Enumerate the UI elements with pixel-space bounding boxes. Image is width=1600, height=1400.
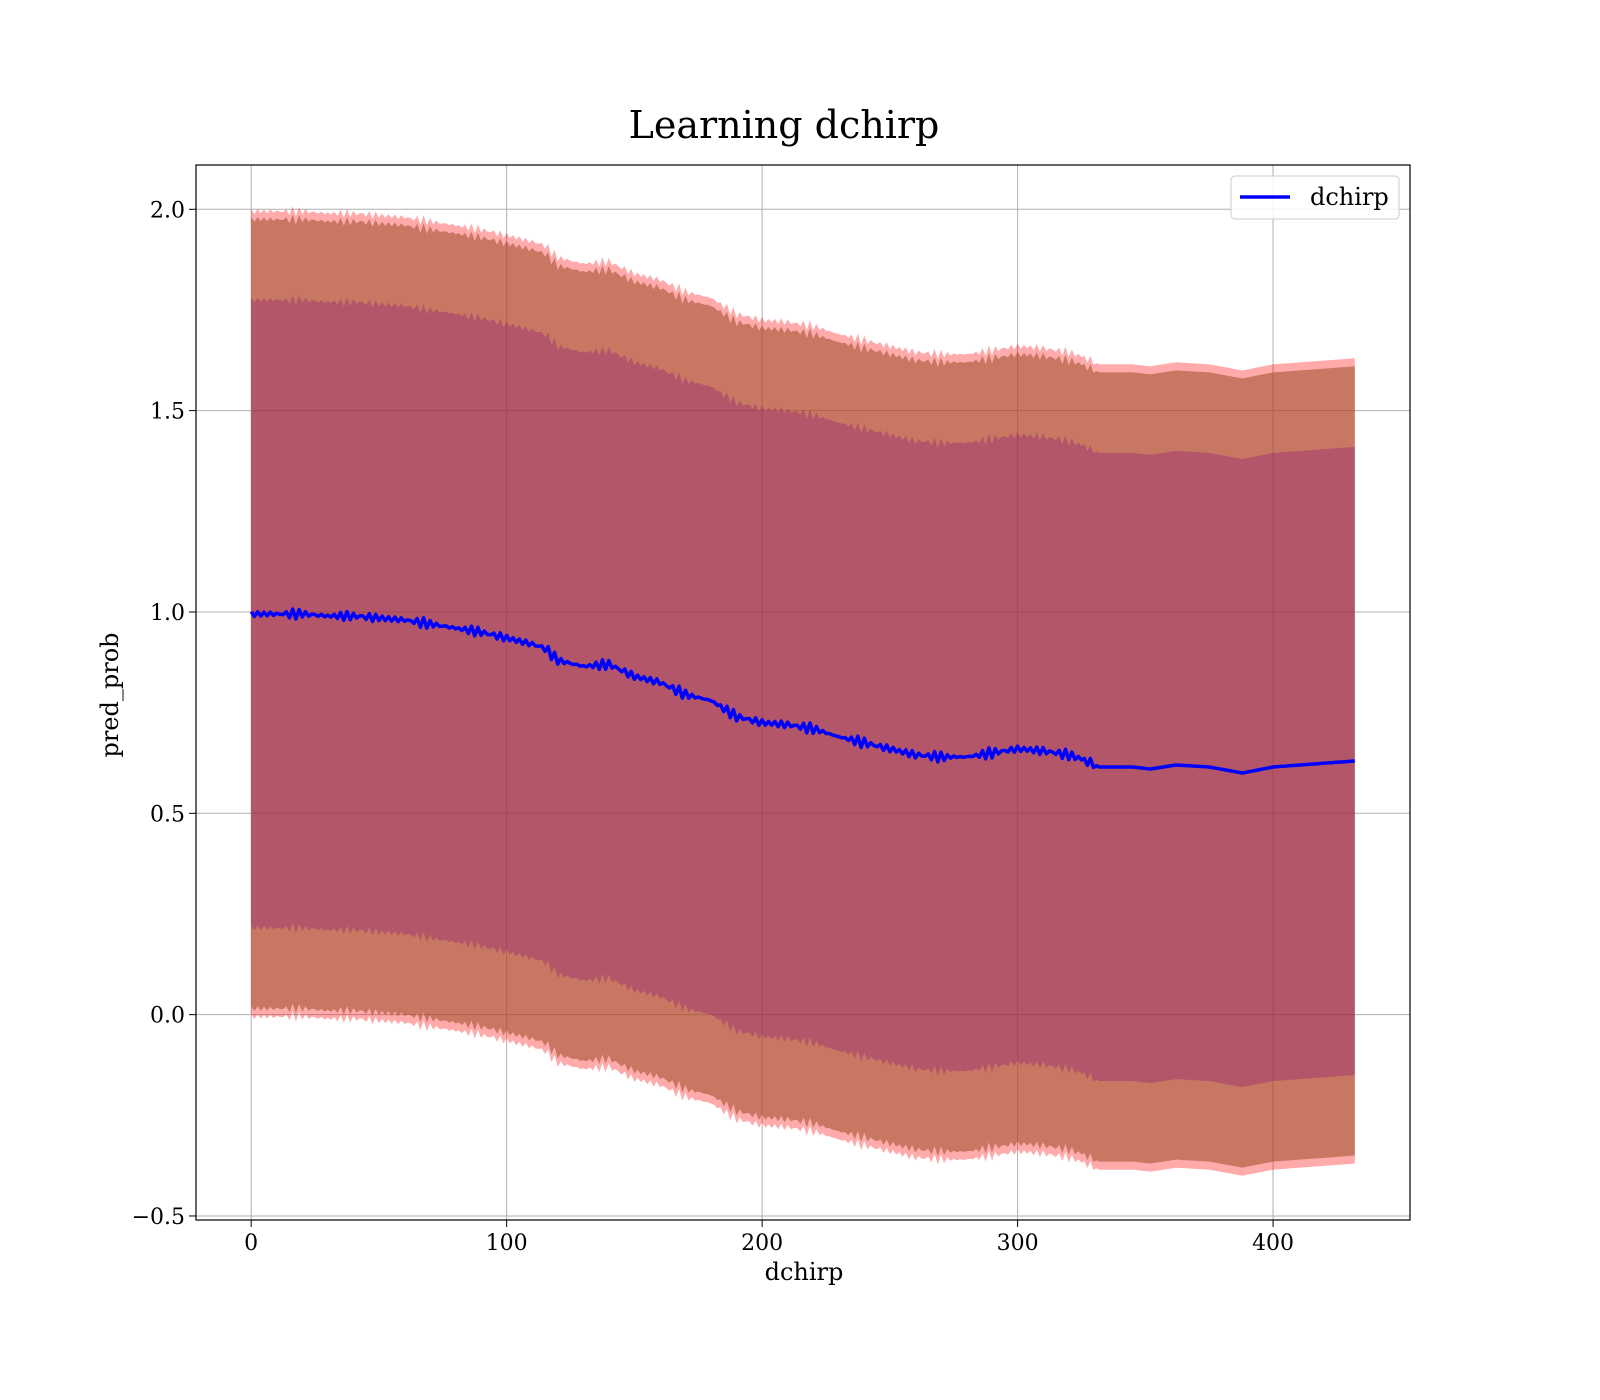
x-axis-ticks: 0 100 200 300 400 <box>244 1220 1294 1256</box>
middle-band <box>251 214 1355 1168</box>
legend-box <box>1230 175 1400 220</box>
x-tick-label-4: 400 <box>1252 1231 1294 1256</box>
y-tick-label-1: 0.0 <box>150 1004 185 1029</box>
inner-band <box>251 295 1355 1088</box>
confidence-bands <box>251 206 1355 1176</box>
y-axis-ticks: −0.5 0.0 0.5 1.0 1.5 2.0 <box>132 198 196 1230</box>
y-tick-label-2: 0.5 <box>150 802 185 827</box>
x-tick-label-1: 100 <box>486 1231 528 1256</box>
x-tick-label-0: 0 <box>244 1231 258 1256</box>
y-tick-label-4: 1.5 <box>150 400 185 425</box>
series-line-dchirp <box>249 607 1355 775</box>
series <box>249 607 1355 775</box>
y-tick-label-3: 1.0 <box>150 601 185 626</box>
plot-frame <box>195 164 1411 1221</box>
y-tick-label-5: 2.0 <box>150 198 185 223</box>
x-tick-label-2: 200 <box>741 1231 783 1256</box>
y-tick-label-0: −0.5 <box>132 1205 185 1230</box>
legend[interactable]: dchirp <box>1230 175 1400 220</box>
y-axis-label: pred_prob <box>96 632 124 757</box>
x-axis-label: dchirp <box>765 1258 844 1286</box>
chart-title: Learning dchirp <box>629 103 940 147</box>
legend-label-dchirp: dchirp <box>1310 183 1389 211</box>
x-tick-label-3: 300 <box>997 1231 1039 1256</box>
